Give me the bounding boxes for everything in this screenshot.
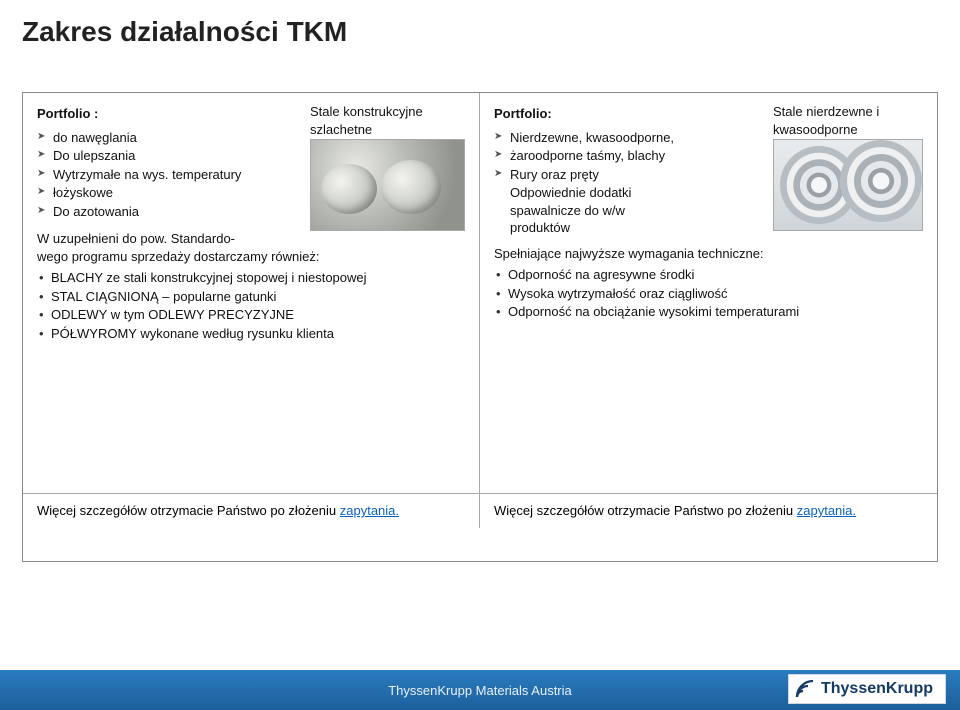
spec-list: Odporność na agresywne środki Wysoka wyt… xyxy=(494,266,923,321)
footer-bar: ThyssenKrupp Materials Austria ThyssenKr… xyxy=(0,670,960,710)
list-item: Do azotowania xyxy=(37,203,317,221)
column-right: Stale nierdzewne i kwasoodporne Portfoli… xyxy=(480,93,937,493)
delivery-list: BLACHY ze stali konstrukcyjnej stopowej … xyxy=(37,269,465,342)
left-text-block: Portfolio : do nawęglania Do ulepszania … xyxy=(37,105,317,248)
spec-heading: Spełniające najwyższe wymagania technicz… xyxy=(494,245,923,263)
portfolio-list-right: Nierdzewne, kwasoodporne, żaroodporne ta… xyxy=(494,129,764,184)
more-info-text: Więcej szczegółów otrzymacie Państwo po … xyxy=(494,503,797,518)
right-header-label: Stale nierdzewne i kwasoodporne xyxy=(773,103,923,138)
list-item: PÓŁWYROMY wykonane według rysunku klient… xyxy=(37,325,465,343)
supplement-line: W uzupełnieni do pow. Standardo- xyxy=(37,230,317,248)
portfolio-list-left: do nawęglania Do ulepszania Wytrzymałe n… xyxy=(37,129,317,221)
thyssenkrupp-logo: ThyssenKrupp xyxy=(788,674,946,704)
list-item: STAL CIĄGNIONĄ – popularne gatunki xyxy=(37,288,465,306)
list-item: łożyskowe xyxy=(37,184,317,202)
list-item: Odporność na agresywne środki xyxy=(494,266,923,284)
list-item: Do ulepszania xyxy=(37,147,317,165)
list-item: Wytrzymałe na wys. temperatury xyxy=(37,166,317,184)
steel-coils-image xyxy=(773,139,923,231)
more-info-left: Więcej szczegółów otrzymacie Państwo po … xyxy=(23,493,480,528)
page-title: Zakres działalności TKM xyxy=(22,16,347,48)
more-info-text: Więcej szczegółów otrzymacie Państwo po … xyxy=(37,503,340,518)
more-info-right: Więcej szczegółów otrzymacie Państwo po … xyxy=(480,493,937,528)
coil-icon xyxy=(840,140,922,222)
list-item: żaroodporne taśmy, blachy xyxy=(494,147,764,165)
list-item: Nierdzewne, kwasoodporne, xyxy=(494,129,764,147)
supplement-line: wego programu sprzedaży dostarczamy równ… xyxy=(37,248,465,266)
inquiry-link[interactable]: zapytania. xyxy=(340,503,399,518)
logo-arc-icon xyxy=(795,679,815,699)
column-left: Stale konstrukcyjne szlachetne Portfolio… xyxy=(23,93,480,493)
left-header-label: Stale konstrukcyjne szlachetne xyxy=(310,103,465,138)
list-item: Wysoka wytrzymałość oraz ciągliwość xyxy=(494,285,923,303)
inquiry-link[interactable]: zapytania. xyxy=(797,503,856,518)
list-item: BLACHY ze stali konstrukcyjnej stopowej … xyxy=(37,269,465,287)
bottom-row: Więcej szczegółów otrzymacie Państwo po … xyxy=(23,493,937,528)
portfolio-label-left: Portfolio : xyxy=(37,105,317,123)
logo-text: ThyssenKrupp xyxy=(821,680,933,697)
list-item: ODLEWY w tym ODLEWY PRECYZYJNE xyxy=(37,306,465,324)
list-item: do nawęglania xyxy=(37,129,317,147)
columns: Stale konstrukcyjne szlachetne Portfolio… xyxy=(23,93,937,493)
slide-page: Zakres działalności TKM Stale konstrukcy… xyxy=(0,0,960,710)
list-item: Odporność na obciążanie wysokimi tempera… xyxy=(494,303,923,321)
content-frame: Stale konstrukcyjne szlachetne Portfolio… xyxy=(22,92,938,562)
list-item: Rury oraz pręty xyxy=(494,166,764,184)
steel-discs-image xyxy=(310,139,465,231)
